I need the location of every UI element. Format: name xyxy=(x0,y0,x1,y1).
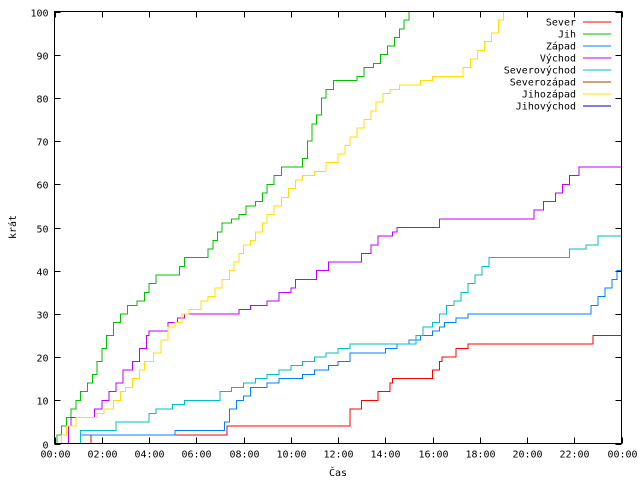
y-tick-label: 50 xyxy=(36,225,48,236)
series-line-vychod xyxy=(54,158,622,444)
y-tick-label: 20 xyxy=(36,354,48,365)
series-line-zapad xyxy=(54,270,622,444)
y-tick-label: 0 xyxy=(42,441,48,452)
x-tick-label: 18:00 xyxy=(465,450,495,461)
legend-label: Severovýchod xyxy=(504,65,576,77)
x-tick-label: 10:00 xyxy=(276,450,306,461)
axis-ticks: 0 10 20 30 40 50 60 70 80 90 100 00:00 02:00 04:00 06:… xyxy=(30,9,637,461)
y-tick-label: 80 xyxy=(36,95,48,106)
y-tick-label: 100 xyxy=(30,9,48,20)
x-tick-label: 12:00 xyxy=(323,450,353,461)
x-tick-label: 02:00 xyxy=(87,450,117,461)
y-axis-label: krát xyxy=(7,215,19,239)
series-line-jih xyxy=(54,11,410,444)
x-tick-label: 20:00 xyxy=(512,450,542,461)
y-tick-label: 60 xyxy=(36,181,48,192)
legend-label: Sever xyxy=(546,18,576,29)
series-line-sever xyxy=(54,335,622,444)
y-tick-label: 30 xyxy=(36,311,48,322)
legend-label: Jihozápad xyxy=(522,89,576,101)
x-tick-label: 04:00 xyxy=(134,450,164,461)
y-tick-label: 70 xyxy=(36,138,48,149)
x-tick-label: 22:00 xyxy=(559,450,589,461)
legend-label: Severozápad xyxy=(510,77,576,89)
y-tick-label: 90 xyxy=(36,52,48,63)
legend: SeverJihZápadVýchodSeverovýchodSeverozáp… xyxy=(504,18,611,113)
series-lines xyxy=(54,11,622,444)
x-tick-label: 06:00 xyxy=(181,450,211,461)
x-axis-label: Čas xyxy=(329,466,347,479)
legend-label: Jih xyxy=(558,30,576,41)
x-tick-label: 08:00 xyxy=(229,450,259,461)
legend-label: Jihovýchod xyxy=(516,101,576,113)
x-tick-label: 00:00 xyxy=(40,450,70,461)
x-tick-label: 14:00 xyxy=(370,450,400,461)
x-tick-label: 00:00 xyxy=(607,450,637,461)
y-tick-label: 40 xyxy=(36,268,48,279)
legend-label: Západ xyxy=(546,41,576,53)
legend-label: Východ xyxy=(540,53,576,65)
y-tick-label: 10 xyxy=(36,397,48,408)
series-line-severovychod xyxy=(54,235,622,444)
x-tick-label: 16:00 xyxy=(418,450,448,461)
series-line-jihozapad xyxy=(54,11,504,444)
plot-frame xyxy=(54,11,622,444)
